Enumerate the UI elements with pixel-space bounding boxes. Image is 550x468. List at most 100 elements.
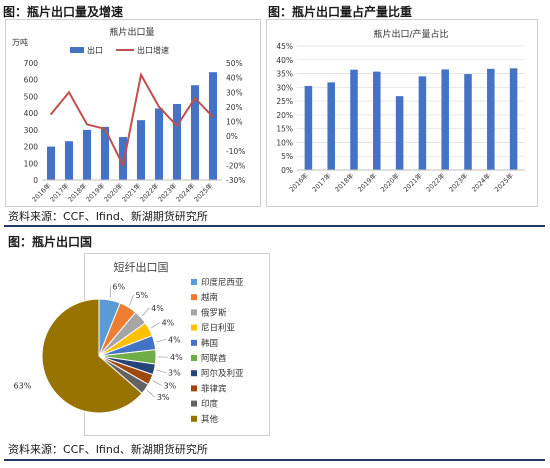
- pie-data-label: 4%: [170, 353, 183, 362]
- x-tick-label: 2025年: [192, 181, 215, 204]
- bar-export-share: [464, 74, 472, 170]
- pie-data-label: 3%: [164, 381, 177, 390]
- y-tick-label: 10%: [276, 138, 293, 147]
- x-tick-label: 2021年: [401, 171, 424, 194]
- x-tick-label: 2020年: [378, 171, 401, 194]
- x-tick-label: 2018年: [333, 171, 356, 194]
- y2-tick-label: 10%: [226, 118, 243, 127]
- legend-label: 尼日利亚: [201, 323, 236, 334]
- pie-data-label: 3%: [168, 369, 181, 378]
- y-tick-label: 200: [24, 143, 39, 152]
- pie-slice: [41, 298, 143, 414]
- y-tick-label: 30%: [276, 83, 293, 92]
- legend-swatch: [191, 400, 197, 407]
- pie-data-label: 4%: [151, 304, 164, 313]
- legend-swatch: [191, 339, 197, 346]
- point-export-growth: [140, 73, 142, 76]
- legend-label-bar: 出口: [87, 45, 103, 55]
- legend-swatch: [191, 355, 197, 361]
- pie-leader-line: [150, 322, 160, 329]
- legend-label: 阿尔及利亚: [201, 368, 244, 379]
- chart-panel-export-share: 瓶片出口/产量占比 0% 5% 10% 15% 20% 25% 30% 35% 40% 45% 201…: [266, 19, 538, 207]
- bar-export: [64, 141, 74, 180]
- x-tick-label: 2022年: [424, 171, 447, 194]
- y2-tick-label: -10%: [226, 147, 245, 156]
- source-note-bottom: 资料来源：CCF、Ifind、新湖期货研究所: [8, 443, 208, 456]
- point-export-growth: [122, 164, 124, 167]
- point-export-growth: [86, 123, 88, 126]
- bar-export-share: [350, 69, 358, 170]
- chart-title: 瓶片出口/产量占比: [373, 28, 448, 40]
- y-tick-label: 500: [24, 92, 39, 101]
- figure-title-export-countries: 图：瓶片出口国: [8, 235, 93, 249]
- bar-export: [154, 108, 164, 180]
- x-tick-label: 2017年: [310, 171, 333, 194]
- legend-swatch: [191, 415, 197, 422]
- divider-bottom: [4, 459, 545, 461]
- divider-top: [4, 225, 545, 227]
- bar-export: [118, 137, 128, 180]
- pie-leader-line: [142, 307, 150, 317]
- legend-swatch: [191, 279, 197, 285]
- y-tick-label: 5%: [281, 152, 293, 161]
- point-export-growth: [68, 91, 70, 94]
- figure-title-export-volume: 图：瓶片出口量及增速: [3, 5, 124, 19]
- legend-swatch: [191, 294, 197, 301]
- pie-data-label: 4%: [162, 318, 175, 327]
- legend-label: 菲律宾: [201, 383, 227, 394]
- bar-export-share: [395, 96, 404, 170]
- bar-export-share: [487, 68, 495, 170]
- bar-export-share: [373, 71, 381, 170]
- y-tick-label: 400: [24, 109, 39, 118]
- legend-swatch: [191, 385, 197, 392]
- export-share-chart: 瓶片出口/产量占比 0% 5% 10% 15% 20% 25% 30% 35% 40% 45% 201…: [276, 28, 525, 194]
- bar-export: [82, 129, 92, 180]
- y2-tick-label: 50%: [226, 59, 243, 68]
- y2-tick-label: -30%: [226, 176, 245, 185]
- x-tick-label: 2024年: [470, 171, 493, 194]
- point-export-growth: [104, 128, 106, 130]
- point-export-growth: [158, 106, 160, 108]
- chart-title: 瓶片出口量: [109, 26, 154, 38]
- y-tick-label: 45%: [276, 42, 293, 51]
- pie-data-label: 3%: [157, 393, 170, 402]
- export-countries-chart: 短纤出口国6%5%4%4%4%4%3%3%3%63%印度尼西亚越南俄罗斯尼日利亚…: [14, 260, 244, 425]
- legend-label: 俄罗斯: [201, 307, 227, 318]
- legend-swatch: [191, 309, 197, 316]
- bar-export: [100, 126, 110, 180]
- line-export-growth: [50, 71, 214, 169]
- legend-label: 印度尼西亚: [201, 277, 244, 288]
- y-tick-label: 300: [24, 126, 39, 135]
- y-tick-label: 25%: [276, 97, 293, 106]
- x-tick-label: 2019年: [356, 171, 379, 194]
- pie-leader-line: [152, 380, 162, 386]
- pie-leader-line: [129, 294, 134, 306]
- chart-panel-export-countries: 短纤出口国 6% 5% 4% 4% 4% 4% 3% 3% 3% 63% 印度尼西亚 越南 俄罗斯 尼日利亚…: [14, 253, 270, 436]
- pie-data-label: 4%: [168, 335, 181, 344]
- y-tick-label: 15%: [276, 125, 293, 134]
- legend-swatch: [191, 324, 197, 331]
- bar-export: [46, 146, 56, 180]
- chart-title: 短纤出口国: [114, 260, 169, 274]
- bar-export: [208, 72, 218, 180]
- bar-export: [190, 85, 200, 180]
- bar-export: [172, 103, 182, 180]
- point-export-growth: [194, 97, 196, 99]
- figure-title-export-share: 图：瓶片出口量占产量比重: [268, 5, 413, 19]
- y-tick-label: 700: [24, 59, 39, 68]
- legend-label: 越南: [201, 292, 218, 303]
- bar-export-share: [304, 85, 313, 170]
- y2-tick-label: -20%: [226, 161, 245, 170]
- pie-leader-line: [156, 369, 167, 374]
- y-tick-label: 40%: [276, 56, 293, 65]
- bar-export-share: [418, 76, 427, 170]
- y-axis-label: 万吨: [12, 37, 28, 47]
- point-export-growth: [176, 125, 178, 127]
- pie-leader-line: [146, 389, 156, 398]
- y2-tick-label: 40%: [226, 74, 243, 83]
- bar-export: [136, 120, 146, 180]
- bar-export-share: [327, 82, 335, 170]
- legend-label: 阿联酋: [201, 353, 227, 364]
- y2-tick-label: 30%: [226, 88, 243, 97]
